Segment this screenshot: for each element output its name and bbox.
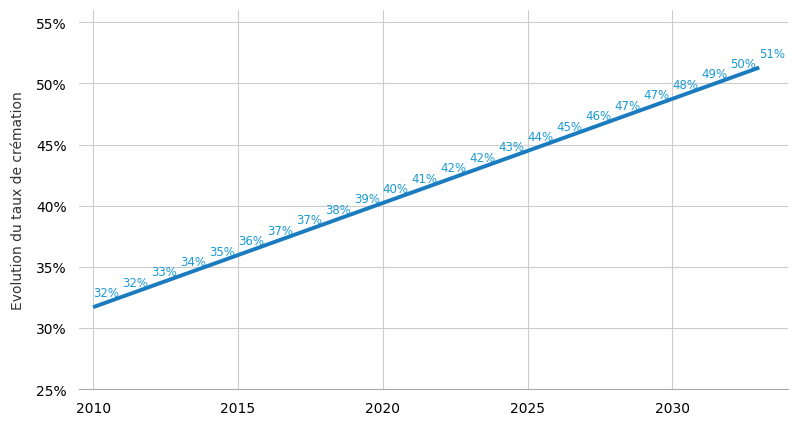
Text: 35%: 35% [209,245,235,258]
Text: 41%: 41% [412,172,438,185]
Text: 33%: 33% [151,266,177,279]
Text: 32%: 32% [122,276,148,289]
Text: 34%: 34% [180,255,206,268]
Text: 45%: 45% [557,120,582,133]
Text: 51%: 51% [759,48,786,60]
Text: 47%: 47% [643,89,670,102]
Text: 47%: 47% [614,100,641,112]
Text: 32%: 32% [93,287,119,299]
Text: 39%: 39% [354,193,380,206]
Text: 50%: 50% [730,58,756,71]
Text: 38%: 38% [325,203,350,216]
Text: 40%: 40% [382,183,409,196]
Text: 42%: 42% [470,152,496,164]
Text: 37%: 37% [296,214,322,227]
Y-axis label: Evolution du taux de crémation: Evolution du taux de crémation [11,91,25,309]
Text: 48%: 48% [672,79,698,92]
Text: 44%: 44% [527,131,554,144]
Text: 42%: 42% [441,162,466,175]
Text: 46%: 46% [586,110,611,123]
Text: 43%: 43% [498,141,525,154]
Text: 37%: 37% [267,224,293,237]
Text: 36%: 36% [238,235,264,248]
Text: 49%: 49% [702,68,727,81]
